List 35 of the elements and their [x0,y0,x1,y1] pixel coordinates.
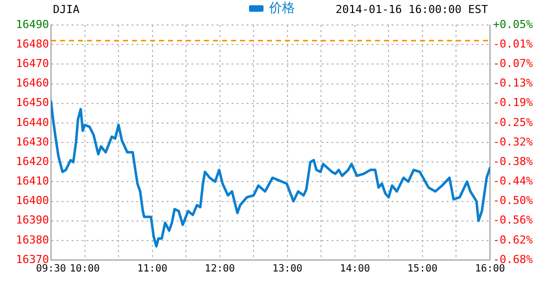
y2-tick-label: -0.25% [493,116,534,129]
y-tick-label: 16380 [16,233,49,246]
y-tick-label: 16490 [16,18,49,31]
y-tick-label: 16470 [16,57,49,70]
x-tick-label: 11:00 [137,264,168,275]
x-tick-label: 12:00 [204,264,235,275]
y-tick-label: 16410 [16,174,49,188]
y2-tick-label: -0.32% [493,135,534,148]
y2-tick-label: +0.05% [493,18,534,31]
y-tick-label: 16460 [16,76,49,90]
y2-tick-label: -0.01% [493,37,534,50]
y2-tick-label: -0.07% [493,57,534,70]
y-tick-label: 16440 [16,116,49,129]
legend-label: 价格 [268,0,295,16]
x-tick-label: 14:00 [340,264,370,275]
y-tick-label: 16450 [16,96,49,110]
x-tick-label: 13:00 [272,264,302,275]
y-tick-label: 16480 [16,37,49,50]
y2-tick-label: -0.62% [493,233,534,246]
x-tick-label: 10:00 [70,264,100,275]
y2-tick-label: -0.13% [493,76,534,90]
x-tick-label: 09:30 [36,264,66,275]
y-tick-label: 16400 [16,194,49,208]
x-tick-label: 15:00 [407,264,438,275]
y2-tick-label: -0.38% [493,154,534,168]
text: 2014-01-16 16:00:00 EST [336,2,488,16]
y2-tick-label: -0.44% [493,174,534,188]
x-tick-label: 16:00 [474,264,506,275]
chart-title: DJIA [53,2,80,16]
y2-tick-label: -0.19% [493,96,534,110]
y-tick-label: 16420 [16,154,49,168]
y-tick-label: 16390 [16,214,49,227]
y2-tick-label: -0.50% [493,194,534,208]
y-tick-label: 16430 [16,135,49,148]
y2-tick-label: -0.56% [493,214,534,227]
